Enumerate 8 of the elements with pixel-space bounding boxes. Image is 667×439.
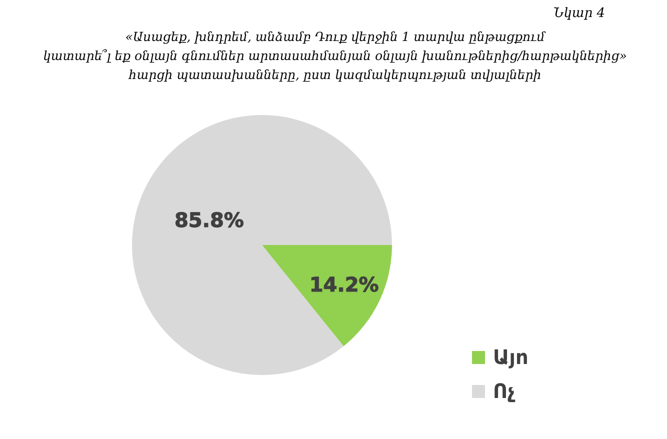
data-label: 14.2% [309,272,379,296]
chart-title: «Ասացեք, խնդրեմ, անձամբ Դուք վերջին 1 տարվա ընթացքում կատարե՞լ եք օնլայն գնումներ արտասահմանյան օնլայն խանութներից/հարթակներից» հարցի պատասխանները, ըստ կազմակերպության տվյալների [42,28,628,84]
text: Նկար 4 [553,6,605,21]
pie-slice [132,115,392,375]
data-label: 85.8% [174,208,244,232]
pie-slice [262,245,392,346]
legend-label: Ոչ [493,379,515,403]
legend-label: Այո [493,345,528,369]
